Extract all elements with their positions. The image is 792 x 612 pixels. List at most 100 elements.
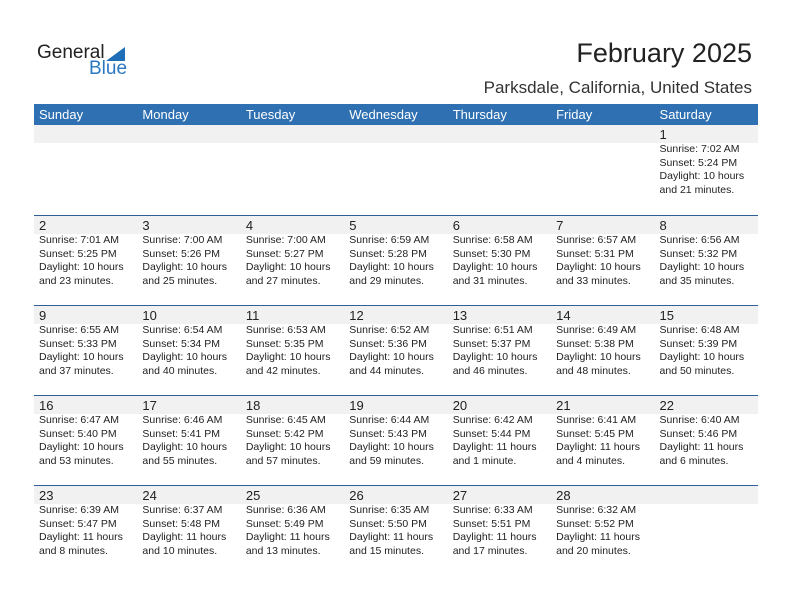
week-row: 16 Sunrise: 6:47 AM Sunset: 5:40 PM Dayligh… bbox=[34, 395, 758, 485]
day-number: 19 bbox=[349, 398, 364, 413]
daylight-text: Daylight: 11 hours bbox=[452, 531, 537, 543]
sunrise-text: Sunrise: 6:42 AM bbox=[452, 414, 533, 426]
day-cell: 14 Sunrise: 6:49 AM Sunset: 5:38 PM Dayligh… bbox=[551, 306, 654, 395]
day-number: 1 bbox=[659, 127, 667, 142]
day-number: 23 bbox=[39, 488, 54, 503]
weekday-thursday: Thursday bbox=[452, 107, 507, 122]
sunset-text: Sunset: 5:32 PM bbox=[659, 247, 738, 260]
day-cell bbox=[344, 125, 447, 215]
daylight-minutes-text: and 20 minutes. bbox=[556, 544, 631, 557]
weekday-header: Sunday Monday Tuesday Wednesday Thursday Frid… bbox=[34, 104, 758, 125]
sunset-text: Sunset: 5:30 PM bbox=[452, 247, 531, 260]
sunset-text: Sunset: 5:35 PM bbox=[245, 337, 324, 350]
day-number: 25 bbox=[245, 488, 261, 503]
sunset-text: Sunset: 5:47 PM bbox=[39, 517, 117, 530]
daylight-minutes-text: and 44 minutes. bbox=[349, 364, 424, 377]
weekday-sunday: Sunday bbox=[39, 107, 84, 122]
day-number: 9 bbox=[39, 308, 47, 323]
sunrise-text: Sunrise: 6:41 AM bbox=[556, 414, 637, 426]
weekday-friday: Friday bbox=[556, 107, 593, 122]
sunset-text: Sunset: 5:49 PM bbox=[245, 517, 324, 530]
day-cell: 2 Sunrise: 7:01 AM Sunset: 5:25 PM Daylight… bbox=[34, 216, 137, 305]
daylight-text: Daylight: 11 hours bbox=[452, 441, 537, 453]
sunset-text: Sunset: 5:33 PM bbox=[39, 337, 117, 350]
day-cell bbox=[448, 125, 551, 215]
day-cell: 25 Sunrise: 6:36 AM Sunset: 5:49 PM Dayligh… bbox=[241, 486, 344, 575]
day-cell: 7 Sunrise: 6:57 AM Sunset: 5:31 PM Daylight… bbox=[551, 216, 654, 305]
sunrise-text: Sunrise: 6:37 AM bbox=[142, 504, 223, 516]
day-number: 13 bbox=[452, 308, 468, 323]
sunrise-text: Sunrise: 6:35 AM bbox=[349, 504, 430, 516]
sunset-text: Sunset: 5:52 PM bbox=[556, 517, 634, 530]
day-cell: 17 Sunrise: 6:46 AM Sunset: 5:41 PM Dayligh… bbox=[137, 396, 240, 485]
day-cell bbox=[137, 125, 240, 215]
page-title: February 2025 bbox=[576, 38, 752, 68]
weekday-wednesday: Wednesday bbox=[349, 107, 418, 122]
logo-triangle-icon bbox=[106, 47, 125, 61]
day-number: 28 bbox=[556, 488, 571, 503]
day-cell bbox=[34, 125, 137, 215]
sunrise-text: Sunrise: 7:01 AM bbox=[39, 234, 119, 246]
daylight-minutes-text: and 50 minutes. bbox=[659, 364, 735, 377]
sunrise-text: Sunrise: 6:53 AM bbox=[245, 324, 326, 336]
daylight-minutes-text: and 15 minutes. bbox=[349, 544, 424, 557]
sunrise-text: Sunrise: 6:39 AM bbox=[39, 504, 119, 516]
day-number: 20 bbox=[452, 398, 468, 413]
week-row: 23 Sunrise: 6:39 AM Sunset: 5:47 PM Dayligh… bbox=[34, 485, 758, 575]
day-cell: 11 Sunrise: 6:53 AM Sunset: 5:35 PM Dayligh… bbox=[241, 306, 344, 395]
day-number: 18 bbox=[245, 398, 261, 413]
day-cell bbox=[655, 486, 758, 575]
day-cell: 8 Sunrise: 6:56 AM Sunset: 5:32 PM Daylight… bbox=[655, 216, 758, 305]
daylight-text: Daylight: 11 hours bbox=[39, 531, 123, 543]
day-cell: 19 Sunrise: 6:44 AM Sunset: 5:43 PM Dayligh… bbox=[344, 396, 447, 485]
day-cell: 9 Sunrise: 6:55 AM Sunset: 5:33 PM Daylight… bbox=[34, 306, 137, 395]
daylight-text: Daylight: 10 hours bbox=[245, 261, 331, 273]
logo-general: General bbox=[37, 42, 105, 63]
sunset-text: Sunset: 5:40 PM bbox=[39, 427, 117, 440]
day-number: 10 bbox=[142, 308, 157, 323]
day-number: 3 bbox=[142, 218, 150, 233]
day-cell: 26 Sunrise: 6:35 AM Sunset: 5:50 PM Dayligh… bbox=[344, 486, 447, 575]
daylight-text: Daylight: 10 hours bbox=[39, 351, 124, 363]
daylight-text: Daylight: 11 hours bbox=[556, 441, 640, 453]
day-cell: 4 Sunrise: 7:00 AM Sunset: 5:27 PM Daylight… bbox=[241, 216, 344, 305]
sunrise-text: Sunrise: 6:32 AM bbox=[556, 504, 637, 516]
daylight-minutes-text: and 42 minutes. bbox=[245, 364, 321, 377]
daylight-text: Daylight: 10 hours bbox=[39, 261, 124, 273]
sunset-text: Sunset: 5:25 PM bbox=[39, 247, 117, 260]
daylight-text: Daylight: 11 hours bbox=[659, 441, 744, 453]
day-cell: 10 Sunrise: 6:54 AM Sunset: 5:34 PM Dayligh… bbox=[137, 306, 240, 395]
sunset-text: Sunset: 5:36 PM bbox=[349, 337, 427, 350]
daylight-minutes-text: and 53 minutes. bbox=[39, 454, 114, 467]
daylight-text: Daylight: 10 hours bbox=[556, 351, 641, 363]
daylight-text: Daylight: 10 hours bbox=[349, 261, 434, 273]
sunrise-text: Sunrise: 6:48 AM bbox=[659, 324, 740, 336]
sunset-text: Sunset: 5:31 PM bbox=[556, 247, 634, 260]
daylight-minutes-text: and 48 minutes. bbox=[556, 364, 631, 377]
day-number: 27 bbox=[452, 488, 468, 503]
day-number: 22 bbox=[659, 398, 674, 413]
sunset-text: Sunset: 5:27 PM bbox=[245, 247, 324, 260]
week-row: 9 Sunrise: 6:55 AM Sunset: 5:33 PM Daylight… bbox=[34, 305, 758, 395]
day-number: 6 bbox=[452, 218, 460, 233]
sunset-text: Sunset: 5:46 PM bbox=[659, 427, 738, 440]
day-cell: 21 Sunrise: 6:41 AM Sunset: 5:45 PM Dayligh… bbox=[551, 396, 654, 485]
daylight-text: Daylight: 10 hours bbox=[39, 441, 124, 453]
sunset-text: Sunset: 5:37 PM bbox=[452, 337, 531, 350]
sunset-text: Sunset: 5:50 PM bbox=[349, 517, 427, 530]
day-cell: 18 Sunrise: 6:45 AM Sunset: 5:42 PM Dayligh… bbox=[241, 396, 344, 485]
daylight-minutes-text: and 37 minutes. bbox=[39, 364, 114, 377]
daylight-text: Daylight: 10 hours bbox=[142, 261, 228, 273]
day-number: 11 bbox=[245, 308, 260, 323]
daylight-minutes-text: and 4 minutes. bbox=[556, 454, 625, 467]
daylight-minutes-text: and 46 minutes. bbox=[452, 364, 528, 377]
daylight-minutes-text: and 25 minutes. bbox=[142, 274, 218, 287]
daylight-minutes-text: and 13 minutes. bbox=[245, 544, 321, 557]
daylight-minutes-text: and 27 minutes. bbox=[245, 274, 321, 287]
day-cell: 6 Sunrise: 6:58 AM Sunset: 5:30 PM Daylight… bbox=[448, 216, 551, 305]
sunrise-text: Sunrise: 6:59 AM bbox=[349, 234, 430, 246]
sunset-text: Sunset: 5:24 PM bbox=[659, 156, 738, 169]
sunset-text: Sunset: 5:39 PM bbox=[659, 337, 738, 350]
day-cell: 3 Sunrise: 7:00 AM Sunset: 5:26 PM Daylight… bbox=[137, 216, 240, 305]
sunrise-text: Sunrise: 6:45 AM bbox=[245, 414, 326, 426]
